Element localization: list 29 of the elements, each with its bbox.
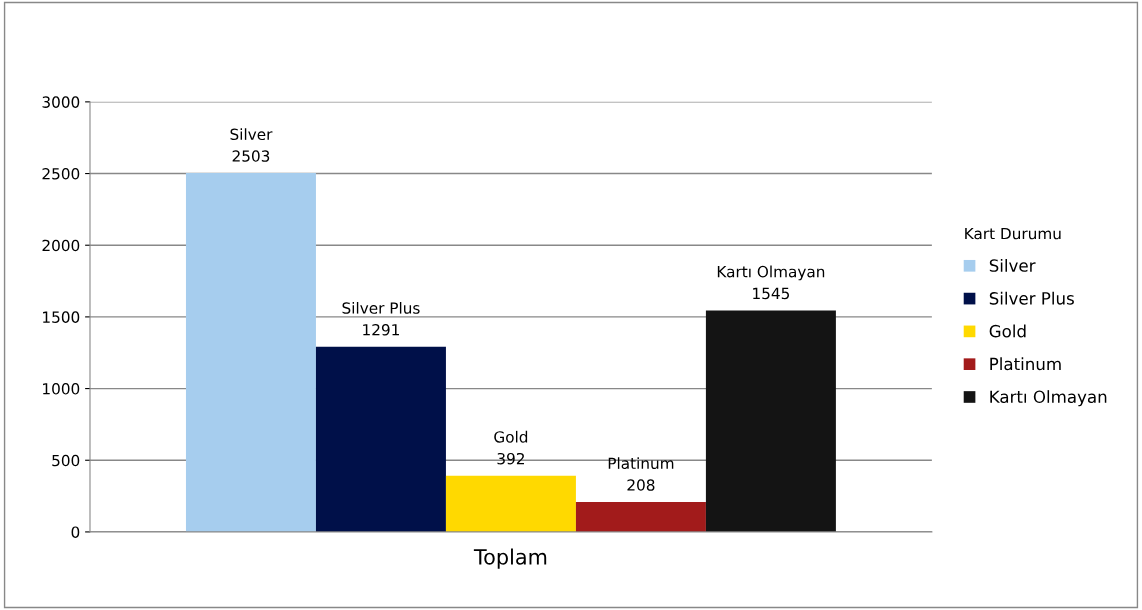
legend-label: Silver <box>989 258 1036 272</box>
data-label: 1291 <box>363 324 399 336</box>
legend-title: Kart Durumu <box>965 227 1061 240</box>
y-tick-label: 2000 <box>42 239 80 252</box>
data-label: 1545 <box>753 287 790 300</box>
data-label: 2503 <box>232 150 270 162</box>
y-tick-label: 500 <box>52 454 80 467</box>
data-label: 392 <box>497 452 524 465</box>
y-tick-label: 3000 <box>42 96 80 108</box>
bar <box>315 346 446 532</box>
bar <box>705 310 836 532</box>
bar <box>445 475 576 532</box>
bar <box>185 173 316 532</box>
data-label: 208 <box>627 479 655 491</box>
y-tick-label: 1000 <box>43 383 80 395</box>
text: Kartı Olmayan <box>717 265 825 281</box>
bar <box>575 502 706 532</box>
legend-label: Gold <box>989 324 1026 338</box>
legend-label: Kartı Olmayan <box>990 390 1107 407</box>
text: Silver <box>230 128 273 141</box>
x-tick-label: Toplam <box>473 548 547 569</box>
y-tick-label: 2500 <box>42 168 80 180</box>
y-tick-label: 1500 <box>43 311 80 323</box>
text: Gold <box>494 430 528 443</box>
text: Silver Plus <box>342 301 420 314</box>
legend-label: Platinum <box>990 357 1061 371</box>
text: Platinum <box>608 457 674 470</box>
legend-label: Silver Plus <box>989 291 1074 305</box>
y-tick-label: 0 <box>71 526 80 538</box>
